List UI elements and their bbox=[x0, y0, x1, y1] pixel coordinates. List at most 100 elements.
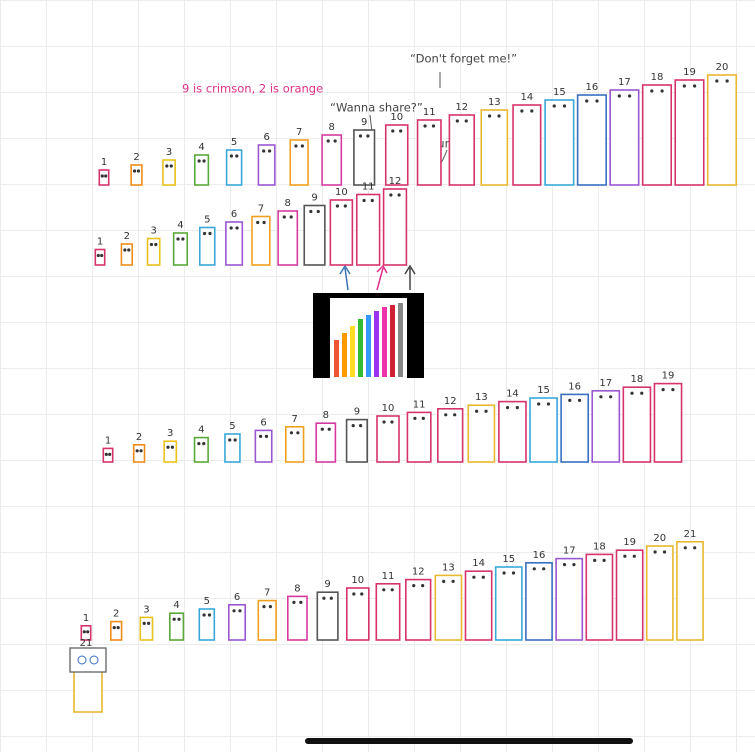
eye bbox=[326, 139, 330, 143]
numberblock bbox=[560, 393, 590, 463]
eye bbox=[390, 588, 394, 592]
numberblock bbox=[375, 582, 401, 641]
eye bbox=[289, 431, 294, 435]
eye bbox=[609, 395, 613, 399]
eye bbox=[181, 237, 185, 241]
number-label: 19 bbox=[623, 537, 636, 548]
eye bbox=[660, 89, 664, 93]
numberblock bbox=[464, 570, 493, 641]
numberblock bbox=[321, 134, 343, 186]
numberblock bbox=[120, 243, 134, 266]
numberblock bbox=[416, 119, 442, 186]
number-label: 10 bbox=[382, 403, 395, 414]
eye bbox=[623, 554, 627, 558]
number-label: 13 bbox=[442, 562, 455, 573]
eye bbox=[294, 144, 298, 148]
eye bbox=[282, 215, 286, 219]
number-label: 13 bbox=[488, 97, 501, 108]
number-label: 7 bbox=[264, 588, 270, 599]
eye bbox=[235, 226, 239, 230]
eye bbox=[389, 193, 393, 197]
eye bbox=[515, 406, 519, 410]
eye bbox=[391, 129, 395, 133]
numberblock bbox=[139, 616, 154, 641]
number-label: 17 bbox=[599, 378, 612, 389]
eye bbox=[630, 391, 634, 395]
number-label: 10 bbox=[390, 112, 403, 123]
numberblock bbox=[544, 99, 575, 186]
number-label: 18 bbox=[593, 541, 606, 552]
eye bbox=[358, 134, 363, 138]
eye bbox=[627, 94, 632, 98]
eye bbox=[329, 596, 333, 600]
eye bbox=[132, 169, 137, 173]
eye bbox=[232, 609, 236, 613]
number-label: 11 bbox=[423, 107, 436, 118]
eye bbox=[327, 427, 331, 431]
number-label: 16 bbox=[568, 381, 581, 392]
eye bbox=[572, 563, 576, 567]
eye bbox=[208, 231, 212, 236]
eye bbox=[104, 452, 108, 456]
numberblock bbox=[591, 389, 621, 463]
numberblock bbox=[615, 549, 644, 641]
number-label: 12 bbox=[412, 567, 425, 578]
numberblock bbox=[384, 124, 409, 186]
numberblock bbox=[355, 193, 381, 266]
number-label: 3 bbox=[150, 226, 156, 237]
numberblock bbox=[193, 154, 210, 186]
eye bbox=[382, 588, 386, 592]
eye bbox=[358, 424, 363, 428]
numberblock bbox=[110, 620, 123, 641]
speech: “Wanna share?” bbox=[330, 101, 423, 115]
eye bbox=[289, 215, 293, 219]
eye bbox=[662, 550, 667, 554]
numberblock bbox=[329, 199, 354, 266]
number-label: 2 bbox=[113, 609, 119, 620]
eye bbox=[320, 427, 324, 431]
numberblock bbox=[286, 595, 308, 641]
eye bbox=[537, 402, 541, 406]
eye bbox=[296, 431, 300, 435]
number-label: 20 bbox=[716, 62, 729, 73]
eye bbox=[505, 406, 510, 410]
number-label: 16 bbox=[586, 82, 599, 93]
numberblock bbox=[132, 443, 146, 463]
eye bbox=[300, 144, 304, 148]
numberblock bbox=[198, 608, 216, 641]
eye bbox=[309, 209, 313, 214]
number-label: 14 bbox=[472, 558, 485, 569]
numberblock-head bbox=[69, 647, 107, 673]
eye bbox=[142, 621, 146, 626]
eye bbox=[366, 134, 370, 138]
eye bbox=[299, 600, 303, 605]
number-label: 15 bbox=[502, 554, 515, 565]
eye bbox=[546, 402, 551, 406]
eye bbox=[412, 584, 416, 588]
numberblock bbox=[257, 599, 277, 641]
thumbnail bbox=[313, 293, 424, 378]
eye bbox=[599, 395, 603, 399]
number-label: 5 bbox=[204, 215, 210, 226]
number-label: 20 bbox=[653, 533, 666, 544]
number-label: 2 bbox=[133, 152, 139, 163]
eye bbox=[235, 154, 239, 158]
number-label: 7 bbox=[296, 127, 302, 138]
eye bbox=[154, 242, 158, 247]
eye bbox=[149, 242, 154, 247]
eye bbox=[455, 119, 459, 123]
eye bbox=[262, 605, 266, 609]
numberblock bbox=[480, 109, 509, 186]
note: 9 is crimson, 2 is orange bbox=[182, 82, 323, 96]
numberblock bbox=[434, 574, 463, 641]
eye bbox=[431, 124, 436, 128]
eye bbox=[502, 571, 506, 575]
numberblock bbox=[162, 159, 176, 186]
eye bbox=[370, 198, 374, 203]
eye bbox=[481, 575, 485, 579]
numberblock bbox=[585, 553, 614, 641]
eye bbox=[530, 109, 534, 113]
eye bbox=[650, 89, 654, 93]
eye bbox=[166, 445, 170, 449]
eye bbox=[451, 579, 455, 584]
